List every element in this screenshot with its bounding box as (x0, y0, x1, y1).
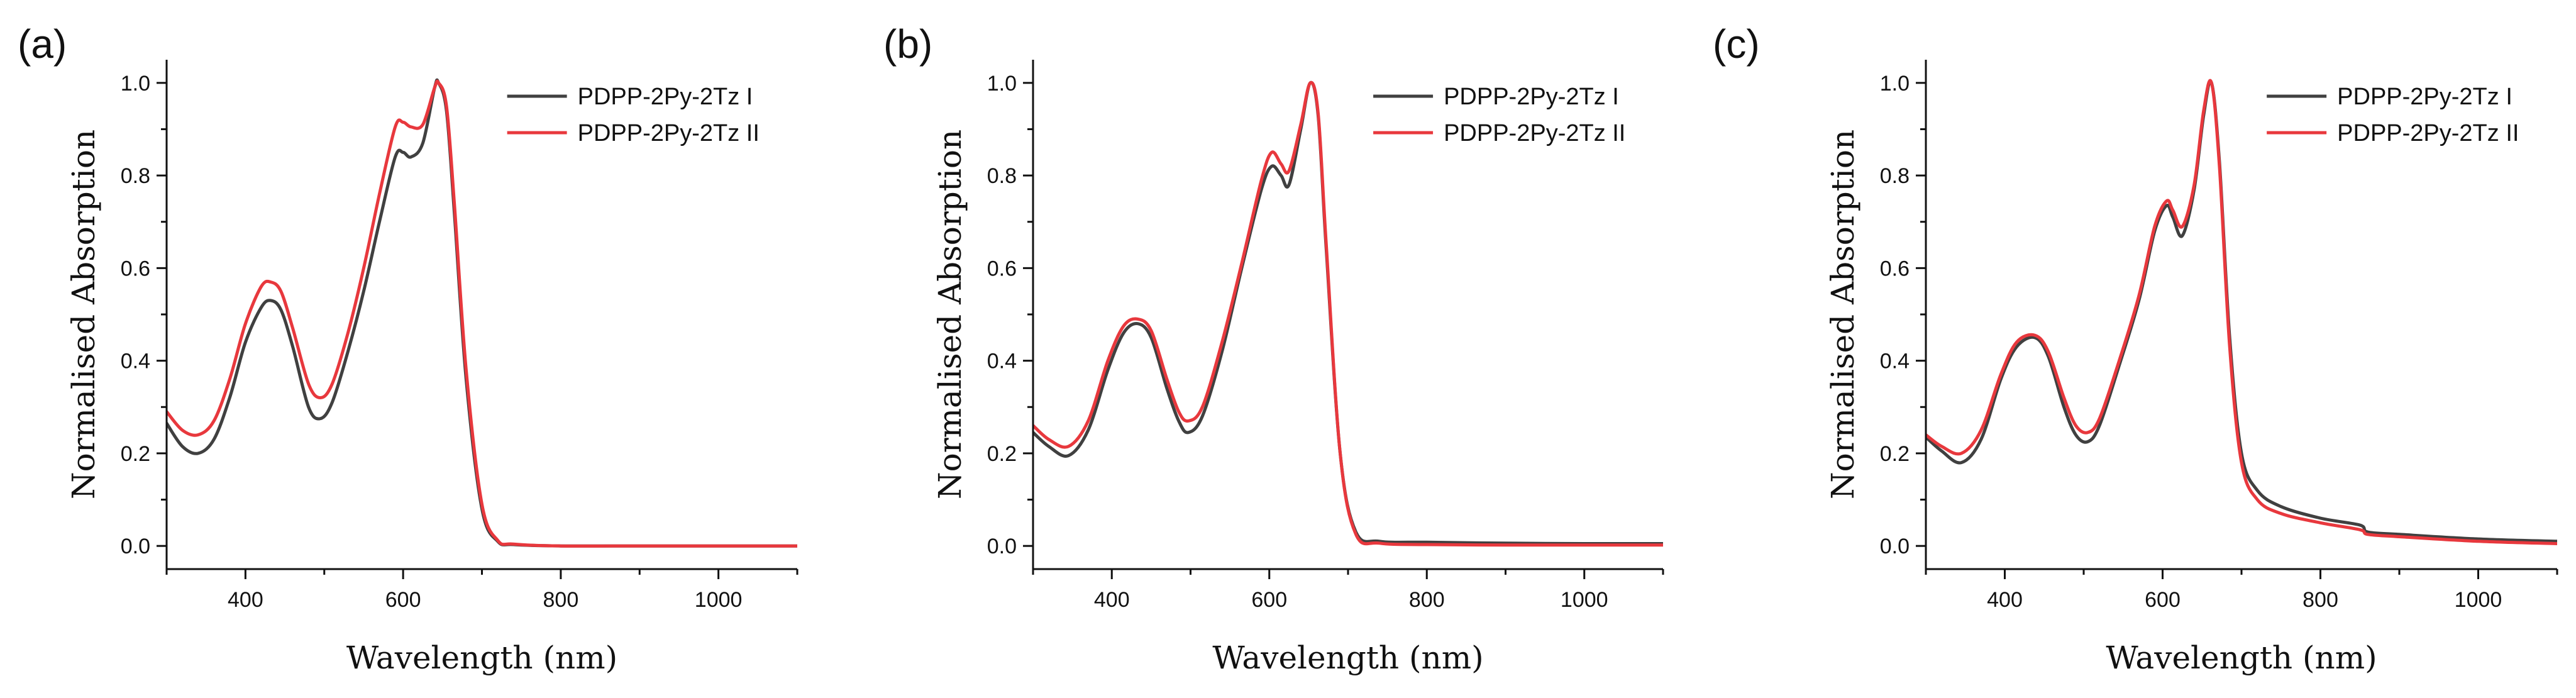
series-line-1 (167, 78, 797, 548)
x-tick-label: 400 (1094, 588, 1130, 612)
x-tick-label: 600 (385, 588, 421, 612)
x-axis-title: Wavelength (nm) (1212, 640, 1483, 676)
y-tick-label: 0.2 (987, 442, 1017, 466)
x-tick-label: 800 (2302, 588, 2338, 612)
x-tick-label: 400 (1987, 588, 2023, 612)
y-tick-label: 0.4 (1880, 350, 1910, 374)
legend-label-2: PDPP-2Py-2Tz II (578, 120, 760, 147)
y-tick-label: 1.0 (121, 72, 150, 96)
x-tick-label: 400 (228, 588, 263, 612)
x-tick-label: 1000 (1561, 588, 1608, 612)
y-tick-label: 0.4 (121, 350, 150, 374)
y-tick-label: 0.6 (987, 257, 1017, 280)
y-tick-label: 0.6 (121, 257, 150, 280)
x-tick-label: 1000 (695, 588, 743, 612)
series-line-2 (1926, 79, 2557, 545)
y-tick-label: 1.0 (1880, 72, 1910, 96)
x-axis-title: Wavelength (nm) (346, 640, 617, 676)
series-line-2 (167, 79, 797, 548)
series-line-2 (1033, 80, 1663, 547)
y-tick-label: 0.2 (121, 442, 150, 466)
chart-panel: (c) 400 600 800 1000 0.0 0.2 0.4 0.6 0.8 1.0 Wavele… (1713, 21, 2558, 676)
x-tick-label: 600 (2145, 588, 2181, 612)
chart-panel: (a) 400 600 800 1000 0.0 0.2 0.4 0.6 0.8 1.0 Wavele… (18, 21, 799, 676)
series-line-1 (1033, 80, 1663, 546)
legend-label-2: PDPP-2Py-2Tz II (2337, 120, 2519, 147)
chart-panel: (b) 400 600 800 1000 0.0 0.2 0.4 0.6 0.8 1.0 Wavele… (883, 21, 1664, 676)
x-axis-title: Wavelength (nm) (2106, 640, 2377, 676)
panel-label: (c) (1713, 21, 1760, 67)
x-tick-label: 600 (1251, 588, 1287, 612)
y-tick-label: 0.0 (987, 535, 1017, 558)
series-line-1 (1926, 79, 2557, 543)
x-tick-label: 800 (1409, 588, 1445, 612)
y-tick-label: 0.0 (121, 535, 150, 558)
y-tick-label: 0.8 (121, 164, 150, 188)
y-axis-title: Normalised Absorption (932, 130, 968, 499)
legend-label-1: PDPP-2Py-2Tz I (2337, 84, 2512, 110)
y-tick-label: 0.6 (1880, 257, 1910, 280)
panel-label: (a) (18, 21, 67, 67)
legend-label-1: PDPP-2Py-2Tz I (578, 84, 753, 110)
y-axis-title: Normalised Absorption (1825, 130, 1861, 499)
legend-label-2: PDPP-2Py-2Tz II (1444, 120, 1625, 147)
legend-label-1: PDPP-2Py-2Tz I (1444, 84, 1619, 110)
panel-label: (b) (883, 21, 932, 67)
y-tick-label: 0.8 (1880, 164, 1910, 188)
y-axis-title: Normalised Absorption (65, 130, 102, 499)
y-tick-label: 0.2 (1880, 442, 1910, 466)
y-tick-label: 0.4 (987, 350, 1017, 374)
x-tick-label: 1000 (2455, 588, 2502, 612)
y-tick-label: 0.0 (1880, 535, 1910, 558)
y-tick-label: 0.8 (987, 164, 1017, 188)
y-tick-label: 1.0 (987, 72, 1017, 96)
x-tick-label: 800 (543, 588, 579, 612)
